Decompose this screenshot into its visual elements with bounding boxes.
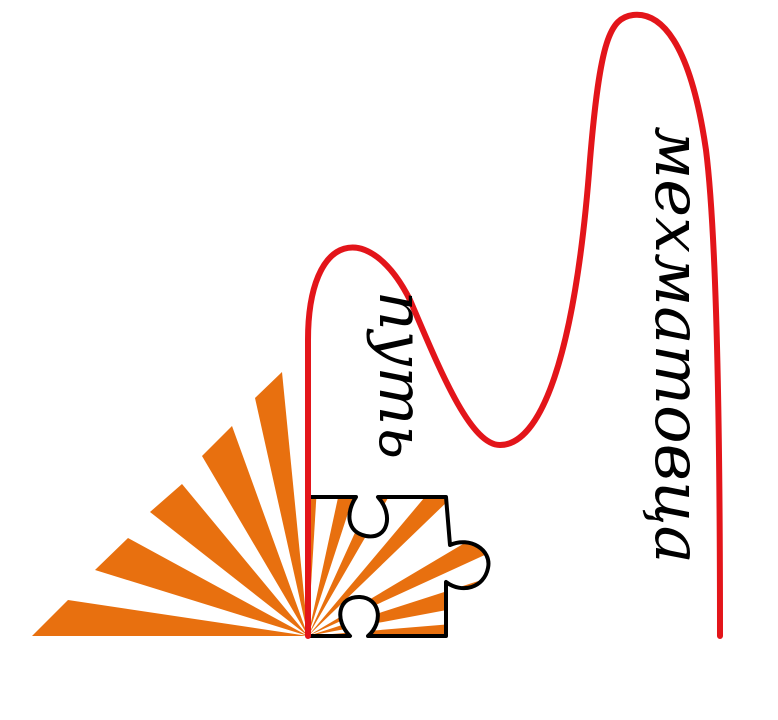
sunburst-ray: [32, 600, 308, 636]
word-right: мехматовца: [640, 126, 714, 564]
sunburst-ray: [95, 538, 308, 636]
sunburst-ray: [202, 426, 308, 636]
puzzle-rays: [308, 497, 489, 636]
puzzle-piece-outline: [308, 495, 491, 638]
word-left: путь: [365, 291, 438, 459]
sunburst-ray: [150, 484, 308, 636]
sunburst-ray: [255, 372, 308, 636]
red-curve: [305, 11, 723, 639]
sunburst-rays: [32, 372, 308, 636]
